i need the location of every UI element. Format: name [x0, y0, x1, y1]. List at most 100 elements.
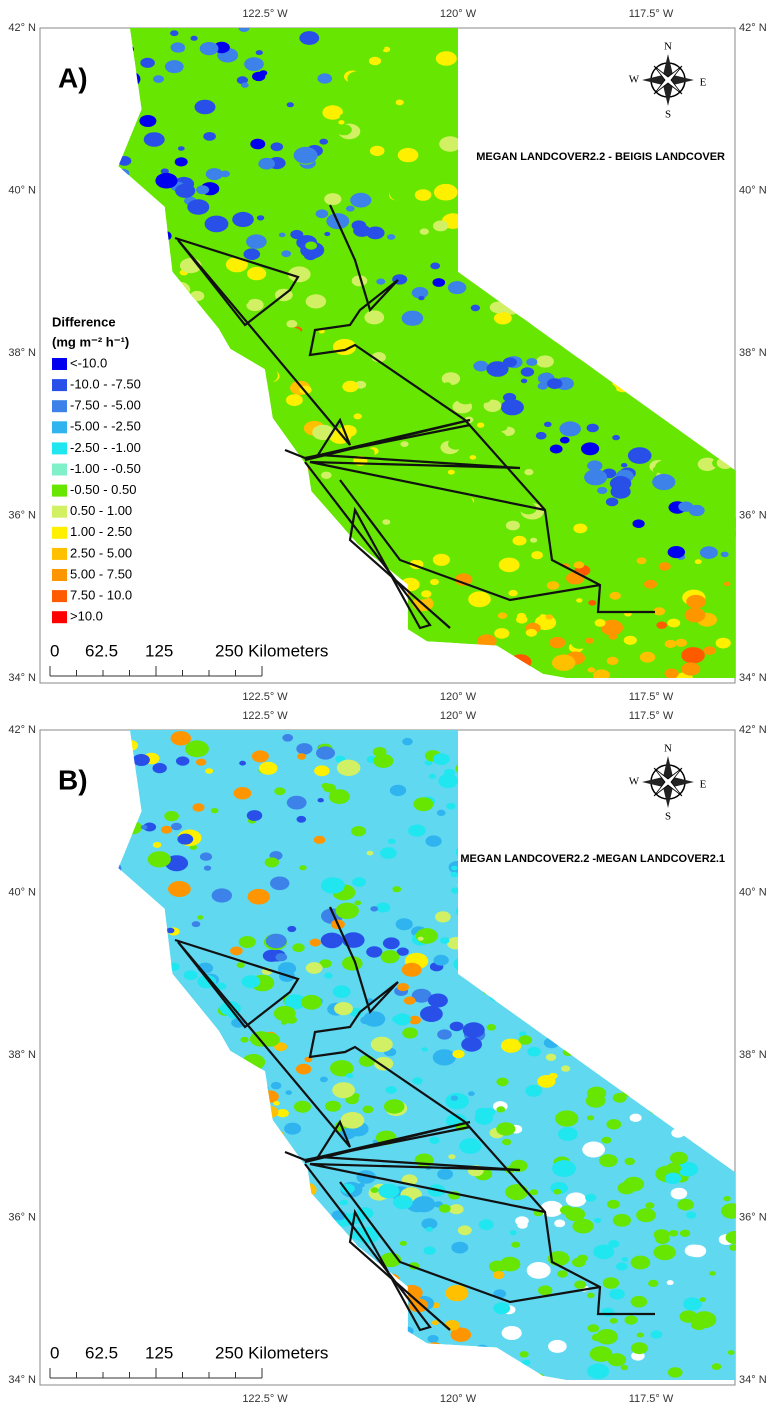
- land-patch: [597, 487, 607, 494]
- land-patch: [396, 100, 404, 106]
- land-patch: [389, 411, 407, 423]
- land-patch: [340, 1200, 348, 1206]
- land-patch: [470, 455, 477, 460]
- land-patch: [252, 750, 269, 762]
- land-patch: [609, 1289, 624, 1300]
- land-patch: [456, 522, 476, 536]
- land-patch: [686, 595, 706, 609]
- land-patch: [523, 529, 534, 537]
- land-patch: [191, 36, 198, 41]
- land-patch: [281, 1020, 287, 1024]
- land-patch: [645, 1202, 654, 1208]
- land-patch: [600, 554, 620, 568]
- land-patch: [406, 95, 422, 106]
- land-patch: [581, 442, 599, 455]
- land-patch: [519, 1035, 532, 1044]
- land-patch: [573, 524, 587, 534]
- land-patch: [153, 763, 167, 773]
- legend-swatch: [52, 548, 67, 560]
- land-patch: [547, 378, 562, 389]
- land-patch: [312, 425, 334, 440]
- land-patch: [443, 382, 451, 388]
- land-patch: [633, 519, 645, 528]
- legend-swatch: [52, 506, 67, 518]
- legend-swatch: [52, 485, 67, 497]
- land-patch: [402, 1028, 418, 1039]
- land-patch: [683, 1297, 702, 1310]
- land-patch: [443, 106, 454, 114]
- land-patch: [471, 305, 480, 312]
- lon-label: 120° W: [440, 691, 477, 703]
- land-patch: [637, 557, 647, 564]
- land-patch: [416, 928, 438, 944]
- legend-label: 1.00 - 2.50: [70, 524, 132, 539]
- lat-label: 40° N: [8, 886, 36, 898]
- land-patch: [337, 356, 343, 360]
- land-patch: [412, 1077, 422, 1084]
- land-patch: [490, 506, 510, 520]
- legend-title: Difference: [52, 314, 116, 329]
- land-patch: [338, 120, 344, 124]
- land-patch: [205, 768, 213, 774]
- land-patch: [666, 1163, 681, 1174]
- land-patch: [499, 1081, 506, 1086]
- land-patch: [508, 590, 517, 596]
- legend-swatch: [52, 400, 67, 412]
- land-patch: [518, 631, 524, 636]
- land-patch: [328, 139, 351, 155]
- land-patch: [177, 834, 193, 845]
- land-patch: [285, 1090, 292, 1095]
- land-patch: [440, 937, 450, 944]
- land-patch: [250, 1031, 272, 1046]
- land-patch: [350, 193, 371, 208]
- land-patch: [297, 753, 306, 759]
- land-patch: [502, 1326, 522, 1340]
- land-patch: [396, 918, 413, 930]
- land-patch: [274, 1006, 296, 1021]
- land-patch: [450, 872, 458, 878]
- land-patch: [623, 1177, 644, 1192]
- land-patch: [480, 395, 491, 403]
- land-patch: [346, 206, 355, 212]
- land-patch: [668, 1367, 683, 1377]
- compass-w: W: [629, 776, 640, 788]
- land-patch: [631, 1342, 648, 1354]
- land-patch: [316, 209, 329, 218]
- land-patch: [402, 963, 422, 977]
- land-patch: [678, 502, 693, 512]
- land-patch: [332, 1082, 355, 1098]
- land-patch: [565, 1207, 585, 1221]
- land-patch: [585, 1194, 596, 1202]
- land-patch: [477, 423, 484, 428]
- legend-label: -2.50 - -1.00: [70, 440, 141, 455]
- lat-label: 36° N: [8, 509, 36, 521]
- land-patch: [494, 312, 512, 324]
- land-patch: [176, 756, 189, 765]
- legend-label: >10.0: [70, 609, 103, 624]
- land-patch: [558, 1127, 578, 1141]
- land-patch: [448, 439, 464, 450]
- land-patch: [336, 124, 352, 135]
- land-patch: [406, 105, 422, 117]
- land-patch: [546, 1054, 556, 1061]
- land-patch: [501, 1039, 521, 1053]
- land-patch: [476, 562, 484, 567]
- land-patch: [531, 551, 543, 559]
- land-patch: [630, 1114, 642, 1122]
- land-patch: [585, 638, 594, 644]
- land-patch: [597, 663, 606, 669]
- land-patch: [333, 985, 351, 998]
- land-patch: [324, 973, 332, 979]
- land-patch: [554, 1220, 565, 1228]
- land-patch: [584, 469, 607, 485]
- land-patch: [571, 637, 588, 649]
- land-patch: [404, 221, 415, 229]
- land-patch: [152, 155, 163, 163]
- compass-n: N: [664, 743, 672, 755]
- land-patch: [677, 1199, 694, 1211]
- land-patch: [284, 1123, 301, 1135]
- land-patch: [291, 358, 300, 364]
- land-patch: [196, 759, 206, 766]
- land-patch: [380, 847, 397, 859]
- land-patch: [371, 1187, 379, 1193]
